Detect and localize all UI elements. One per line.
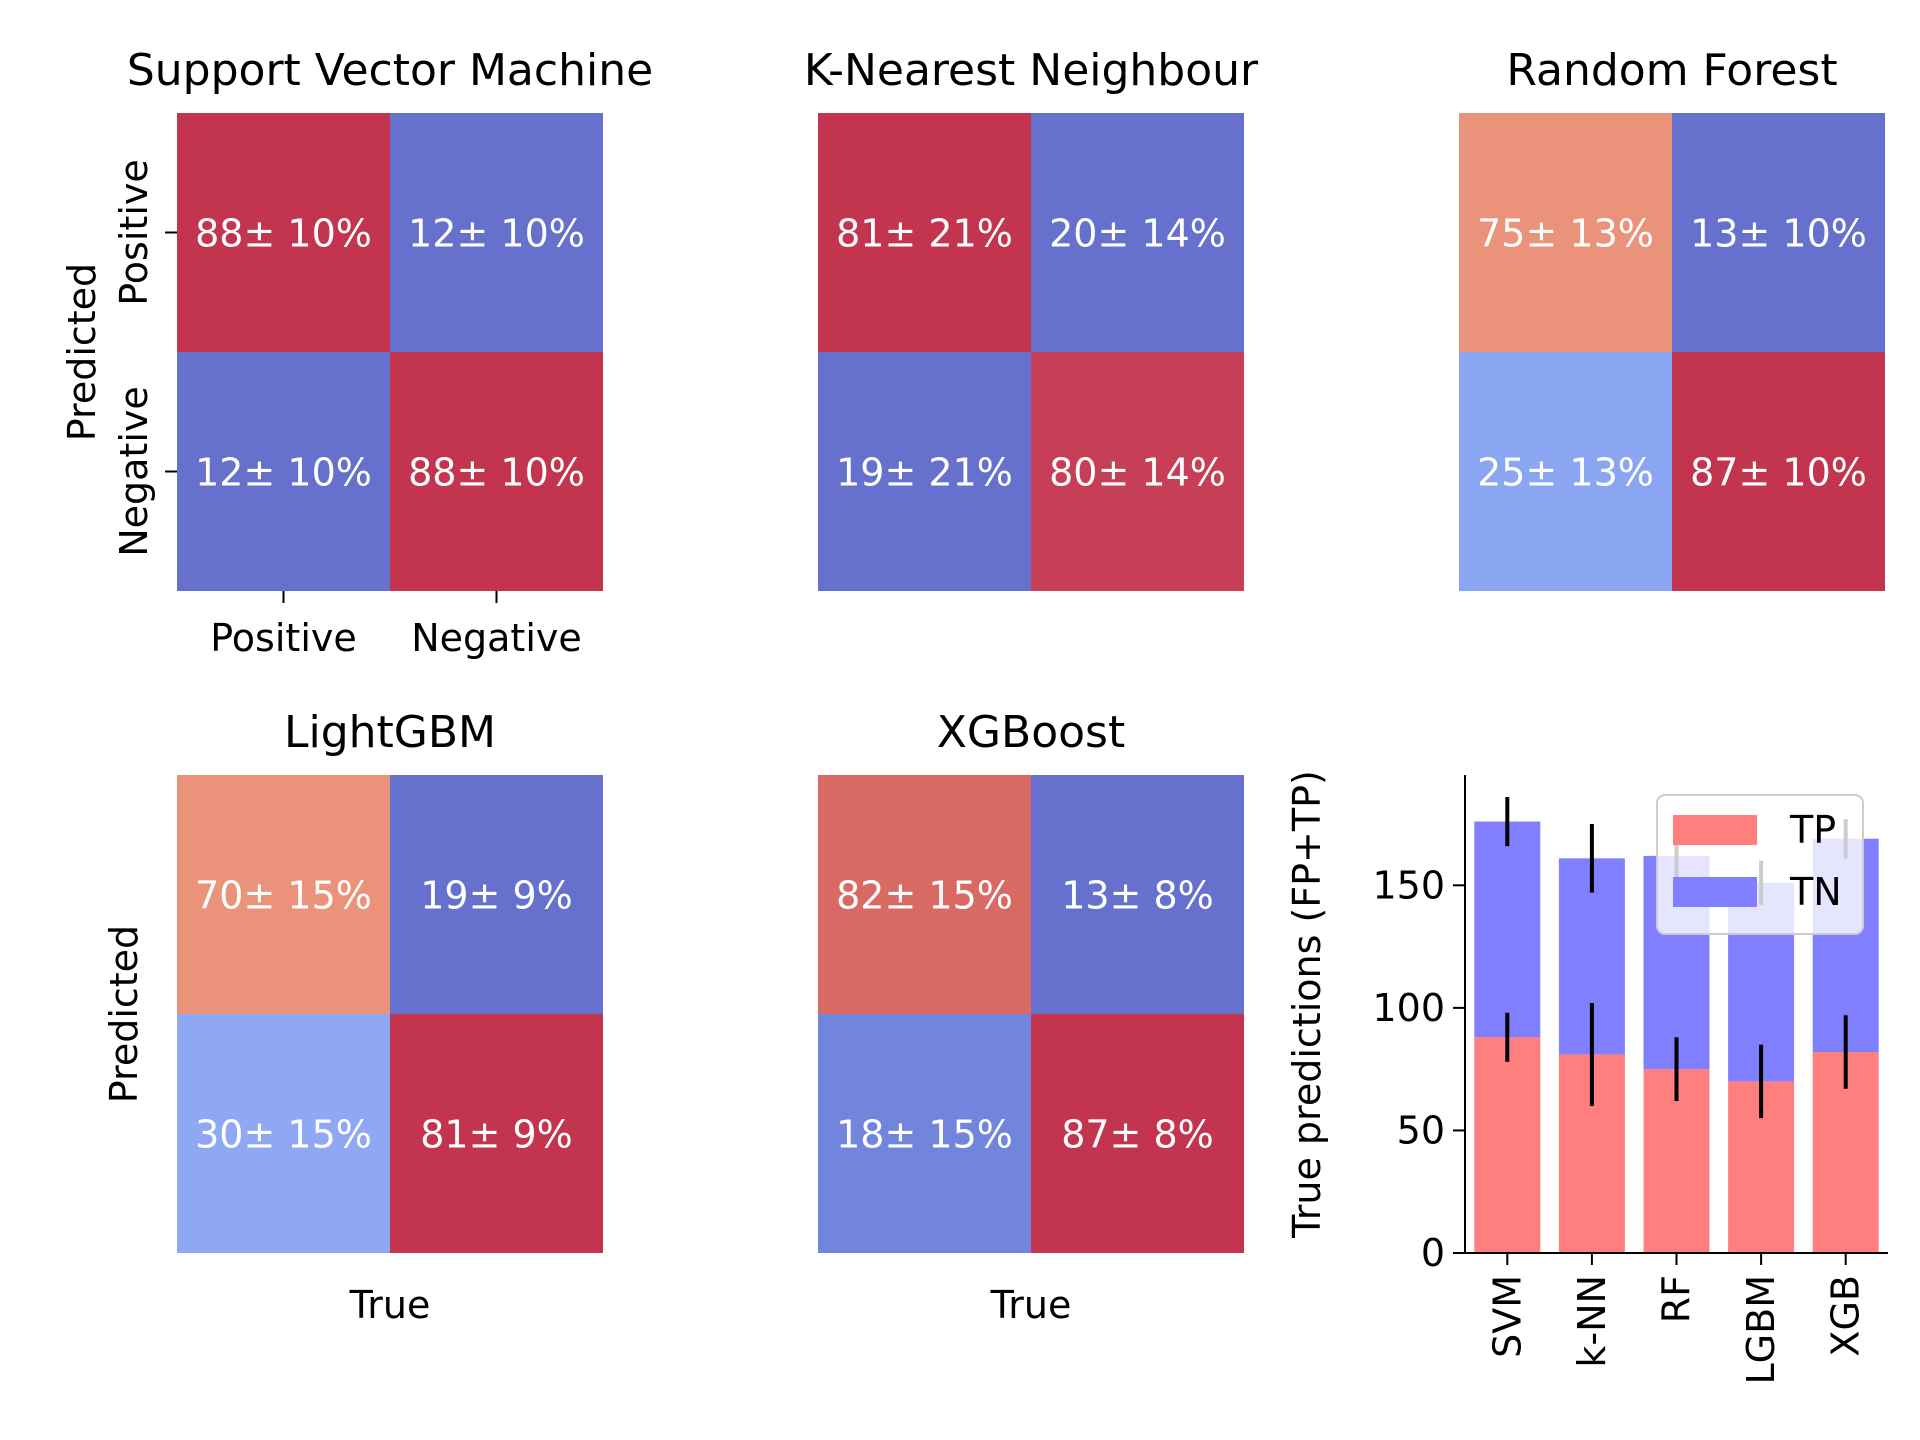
heatmap-cell-label: 82± 15%	[836, 874, 1013, 918]
heatmap-cell-label: 75± 13%	[1477, 212, 1654, 256]
heatmap-cell-label: 70± 15%	[195, 874, 372, 918]
y-tick-label: 0	[1421, 1231, 1445, 1275]
heatmap-5: XGBoost 82± 15% 13± 8% 18± 15% 87± 8% True	[818, 707, 1244, 1327]
heatmap-title: K-Nearest Neighbour	[804, 45, 1259, 96]
heatmap-cell-label: 88± 10%	[195, 212, 372, 256]
heatmap-cell	[1459, 113, 1672, 352]
heatmap-cell-label: 18± 15%	[836, 1113, 1013, 1157]
heatmap-cell	[177, 1014, 390, 1253]
x-axis-label: True	[990, 1283, 1072, 1327]
heatmap-cell	[818, 775, 1031, 1014]
x-tick-label: SVM	[1485, 1275, 1529, 1358]
heatmap-cell-label: 87± 10%	[1690, 451, 1867, 495]
heatmap-cell	[390, 113, 603, 352]
y-tick-label: Positive	[112, 159, 156, 306]
heatmap-cell-label: 20± 14%	[1049, 212, 1226, 256]
heatmap-cell	[390, 352, 603, 591]
y-tick-label: 50	[1397, 1108, 1445, 1152]
legend-swatch	[1673, 877, 1757, 907]
heatmap-cell	[1459, 352, 1672, 591]
heatmap-cell	[1672, 352, 1885, 591]
heatmap-cell	[390, 1014, 603, 1253]
heatmap-cell	[1031, 352, 1244, 591]
bar-tp	[1474, 1037, 1541, 1253]
legend: TP TN	[1656, 794, 1864, 935]
heatmap-cell	[177, 352, 390, 591]
heatmap-cell-label: 30± 15%	[195, 1113, 372, 1157]
heatmap-3: Random Forest 75± 13% 13± 10% 25± 13% 87± 10…	[1459, 45, 1885, 591]
heatmap-cell-label: 13± 8%	[1061, 874, 1214, 918]
x-tick-label: Positive	[210, 616, 357, 660]
x-tick-label: LGBM	[1739, 1275, 1783, 1384]
heatmap-cell	[1031, 1014, 1244, 1253]
heatmap-cell-label: 19± 21%	[836, 451, 1013, 495]
heatmap-title: LightGBM	[284, 707, 496, 758]
heatmap-cell	[818, 352, 1031, 591]
y-axis-label: Predicted	[102, 925, 146, 1103]
bar-chart: 0 50 100 150 SVM k-NN RF LGBM XGB True prediction…	[1285, 770, 1888, 1384]
legend-label: TN	[1789, 870, 1842, 914]
heatmap-cell-label: 12± 10%	[408, 212, 585, 256]
heatmap-cell	[390, 775, 603, 1014]
heatmap-title: XGBoost	[937, 707, 1125, 758]
heatmap-cell-label: 87± 8%	[1061, 1113, 1214, 1157]
y-axis-label: Predicted	[60, 263, 104, 441]
heatmap-cell	[1031, 113, 1244, 352]
heatmap-cell	[1031, 775, 1244, 1014]
legend-swatch	[1673, 815, 1757, 845]
y-tick-label: Negative	[112, 386, 156, 557]
legend-label: TP	[1789, 808, 1836, 852]
heatmap-cell	[177, 113, 390, 352]
heatmap-cell-label: 80± 14%	[1049, 451, 1226, 495]
heatmap-cell-label: 88± 10%	[408, 451, 585, 495]
y-tick-label: 150	[1372, 863, 1445, 907]
heatmap-cell-label: 19± 9%	[420, 874, 573, 918]
heatmap-cell	[1672, 113, 1885, 352]
x-tick-label: XGB	[1824, 1275, 1868, 1357]
heatmap-cell-label: 12± 10%	[195, 451, 372, 495]
heatmap-2: K-Nearest Neighbour 81± 21% 20± 14% 19± 21%…	[804, 45, 1259, 591]
x-tick-label: Negative	[411, 616, 582, 660]
y-axis-label: True predictions (FP+TP)	[1285, 770, 1329, 1239]
bar-tn	[1474, 821, 1541, 1038]
x-axis-label: True	[349, 1283, 431, 1327]
heatmap-cell-label: 81± 9%	[420, 1113, 573, 1157]
heatmap-cell-label: 25± 13%	[1477, 451, 1654, 495]
heatmap-title: Support Vector Machine	[127, 45, 653, 96]
heatmap-cell-label: 81± 21%	[836, 212, 1013, 256]
y-tick-label: 100	[1372, 986, 1445, 1030]
x-tick-label: RF	[1655, 1275, 1699, 1323]
heatmap-cell	[818, 1014, 1031, 1253]
heatmap-1: Support Vector Machine 88± 10% 12± 10% 12± …	[60, 45, 653, 660]
heatmap-cell	[818, 113, 1031, 352]
x-tick-label: k-NN	[1570, 1275, 1614, 1368]
heatmap-cell	[177, 775, 390, 1014]
heatmap-title: Random Forest	[1506, 45, 1837, 96]
heatmap-4: LightGBM 70± 15% 19± 9% 30± 15% 81± 9% Predic…	[102, 707, 603, 1327]
heatmap-cell-label: 13± 10%	[1690, 212, 1867, 256]
